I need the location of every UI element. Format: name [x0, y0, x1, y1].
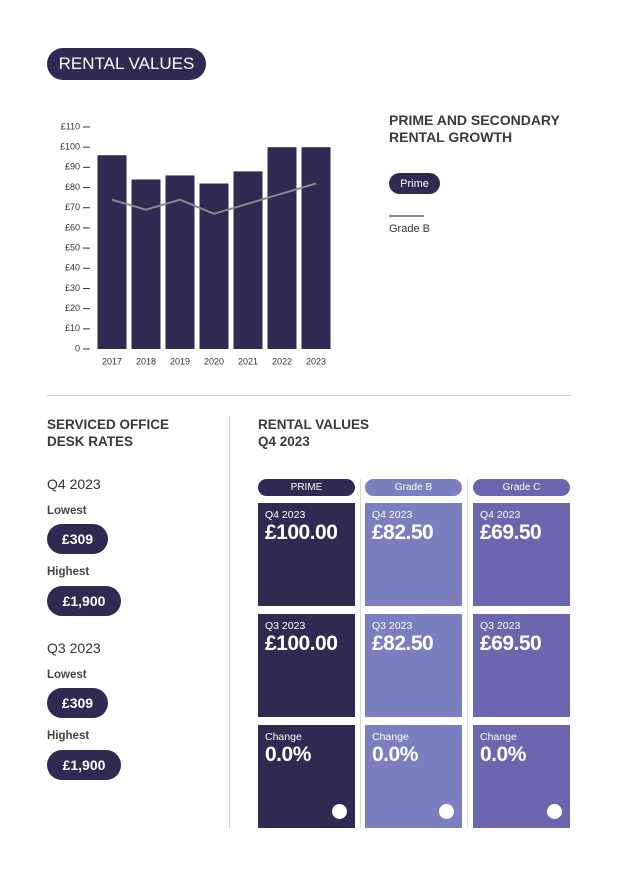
cell-label: Q4 2023: [265, 509, 306, 521]
y-tick-label: £40: [65, 263, 80, 273]
column-header: Grade B: [365, 479, 462, 496]
indicator: [547, 804, 562, 819]
legend-line: [389, 215, 424, 217]
divider: [47, 395, 572, 396]
divider: [360, 479, 361, 828]
cell-label: Change: [265, 731, 302, 743]
bar: [267, 147, 297, 349]
table-cell: Change 0.0%: [473, 725, 570, 828]
x-tick-label: 2018: [136, 356, 156, 366]
cell-label: Q4 2023: [480, 509, 521, 521]
line: [111, 182, 317, 215]
rate-label: Lowest: [47, 669, 87, 681]
y-tick-label: £90: [65, 162, 80, 172]
x-tick-label: 2022: [272, 356, 292, 366]
rate-pill: £1,900: [47, 586, 121, 616]
y-tick-label: £110: [61, 121, 80, 131]
cell-label: Change: [480, 731, 517, 743]
cell-value: £69.50: [480, 632, 542, 655]
period: Q4 2023: [47, 476, 101, 492]
y-tick-label: £20: [65, 303, 80, 313]
x-tick-label: 2019: [170, 356, 190, 366]
y-tick-label: £70: [65, 202, 80, 212]
table-cell: Q4 2023 £82.50: [365, 503, 462, 606]
legend-prime: Prime: [389, 173, 440, 194]
divider: [467, 479, 468, 828]
legend-grade-b: Grade B: [389, 223, 430, 235]
cell-label: Q4 2023: [372, 509, 413, 521]
y-tick-label: £80: [65, 182, 80, 192]
divider: [229, 416, 230, 828]
cell-value: 0.0%: [372, 743, 418, 766]
bar: [233, 171, 263, 349]
cell-label: Q3 2023: [372, 620, 413, 632]
rate-pill: £309: [47, 688, 108, 718]
rate-label: Highest: [47, 566, 90, 578]
cell-value: 0.0%: [265, 743, 311, 766]
table-cell: Q4 2023 £69.50: [473, 503, 570, 606]
y-tick-label: £50: [65, 242, 80, 252]
y-tick-label: £10: [65, 323, 80, 333]
y-tick-label: £30: [65, 283, 80, 293]
cell-value: £100.00: [265, 632, 338, 655]
rate-label: Highest: [47, 730, 90, 742]
cell-value: £100.00: [265, 521, 338, 544]
cell-label: Q3 2023: [265, 620, 306, 632]
bar: [131, 179, 161, 349]
column-header: PRIME: [258, 479, 355, 496]
y-tick-label: 0: [75, 343, 80, 353]
table-cell: Q3 2023 £69.50: [473, 614, 570, 717]
table-cell: Q3 2023 £82.50: [365, 614, 462, 717]
cell-value: £82.50: [372, 521, 434, 544]
indicator: [332, 804, 347, 819]
bar: [97, 155, 127, 349]
chart: 0 £10 £20 £30 £40 £50 £60 £70 £80 £90 £100 £110 2017…: [60, 121, 331, 366]
cell-label: Change: [372, 731, 409, 743]
x-tick-label: 2023: [306, 356, 326, 366]
rate-pill: £1,900: [47, 750, 121, 780]
chart-title: PRIME AND SECONDARY RENTAL GROWTH: [389, 112, 560, 145]
period: Q3 2023: [47, 640, 101, 656]
x-tick-label: 2017: [102, 356, 122, 366]
bar: [165, 175, 195, 349]
table-cell: Q4 2023 £100.00: [258, 503, 355, 606]
indicator: [439, 804, 454, 819]
table-cell: Change 0.0%: [258, 725, 355, 828]
table-cell: Q3 2023 £100.00: [258, 614, 355, 717]
cell-value: 0.0%: [480, 743, 526, 766]
cell-value: £82.50: [372, 632, 434, 655]
desk-rates-title: SERVICED OFFICE DESK RATES: [47, 417, 170, 449]
rate-label: Lowest: [47, 505, 87, 517]
y-tick-label: £100: [60, 142, 80, 152]
x-tick-label: 2020: [204, 356, 224, 366]
bar: [301, 147, 331, 349]
table-title: RENTAL VALUES Q4 2023: [258, 417, 370, 449]
y-tick-label: £60: [65, 222, 80, 232]
column-header: Grade C: [473, 479, 570, 496]
table-cell: Change 0.0%: [365, 725, 462, 828]
cell-label: Q3 2023: [480, 620, 521, 632]
rate-pill: £309: [47, 524, 108, 554]
cell-value: £69.50: [480, 521, 542, 544]
bar: [199, 183, 229, 349]
x-tick-label: 2021: [238, 356, 258, 366]
section-title: RENTAL VALUES: [47, 48, 206, 80]
